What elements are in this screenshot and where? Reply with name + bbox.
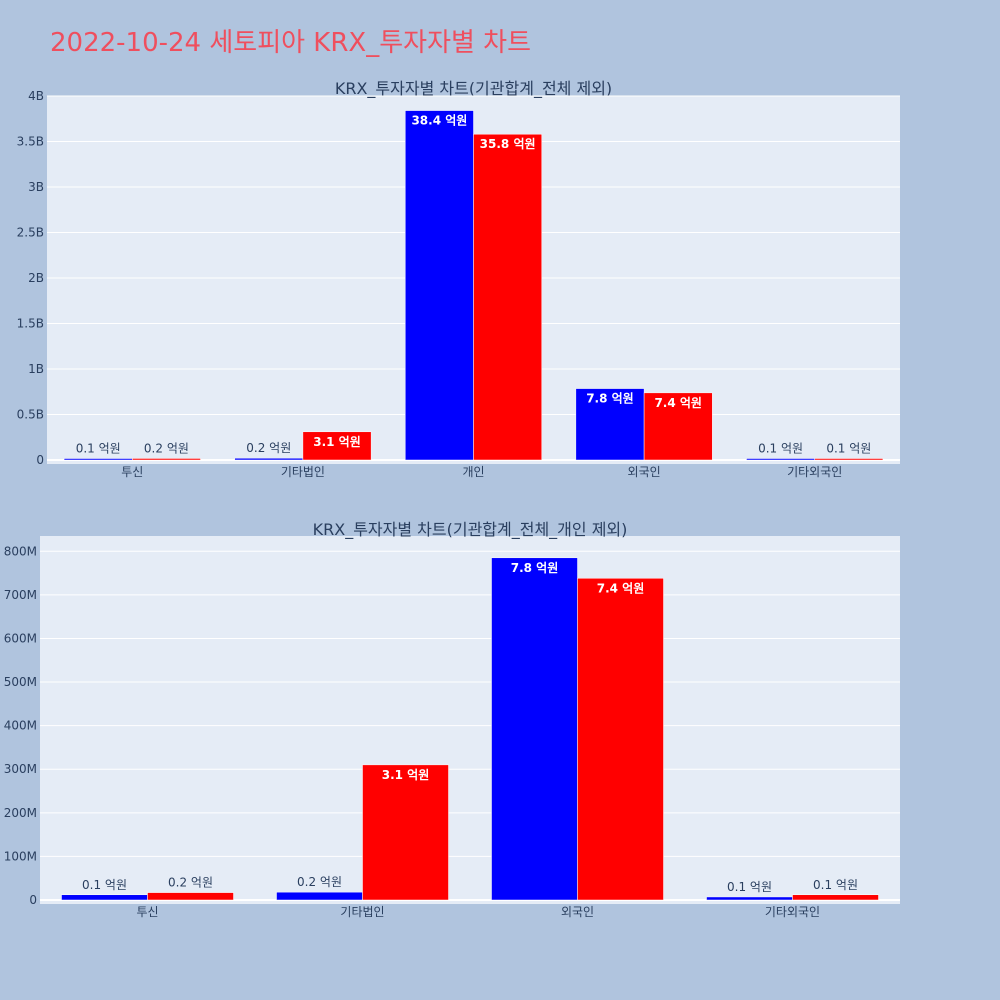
bar — [61, 894, 148, 901]
x-tick-label: 외국인 — [561, 905, 594, 919]
bar — [643, 392, 713, 461]
x-tick-label: 외국인 — [628, 465, 661, 479]
bar — [362, 764, 449, 901]
bar — [577, 578, 664, 901]
chart-2: KRX_투자자별 차트(기관합계_전체_개인 제외) 0 100M 200M 300M 4… — [4, 520, 900, 919]
page-title: 2022-10-24 세토피아 KRX_투자자별 차트 — [50, 28, 532, 58]
bar — [473, 133, 542, 461]
data-label: 7.4 억원 — [654, 396, 702, 410]
y-tick-label: 1B — [28, 362, 44, 376]
x-tick-label: 투신 — [121, 465, 143, 479]
data-label: 0.1 억원 — [727, 880, 772, 894]
y-tick-label: 3B — [28, 180, 44, 194]
bar — [132, 458, 201, 461]
y-tick-label: 400M — [4, 719, 37, 733]
data-label: 0.2 억원 — [168, 876, 213, 890]
y-tick-label: 600M — [4, 631, 37, 645]
bar — [491, 557, 578, 901]
data-label: 0.2 억원 — [246, 441, 291, 455]
data-label: 0.1 억원 — [758, 442, 803, 456]
y-tick-label: 100M — [4, 849, 37, 863]
y-tick-label: 0 — [29, 893, 37, 907]
chart-1: KRX_투자자별 차트(기관합계_전체 제외) 0 0.5B 1B 1.5B 2B 2.5B… — [17, 79, 900, 479]
y-tick-label: 500M — [4, 675, 37, 689]
x-tick-label: 투신 — [136, 905, 158, 919]
x-tick-label: 기타법인 — [340, 905, 384, 919]
x-tick-label: 기타법인 — [281, 465, 325, 479]
data-label: 0.2 억원 — [297, 875, 342, 889]
bar — [302, 431, 372, 461]
data-label: 7.8 억원 — [511, 561, 559, 575]
y-tick-label: 200M — [4, 806, 37, 820]
y-tick-label: 3.5B — [17, 135, 44, 149]
data-label: 0.2 억원 — [144, 441, 189, 455]
data-label: 0.1 억원 — [826, 442, 871, 456]
y-tick-label: 0.5B — [17, 408, 44, 422]
bar — [814, 458, 884, 461]
y-tick-label: 700M — [4, 588, 37, 602]
x-tick-label: 개인 — [462, 465, 484, 479]
bar — [276, 891, 363, 901]
y-tick-label: 800M — [4, 544, 37, 558]
data-label: 0.1 억원 — [813, 878, 858, 892]
bar — [405, 110, 474, 461]
bar — [147, 892, 234, 901]
chart-title: KRX_투자자별 차트(기관합계_전체 제외) — [335, 79, 612, 99]
y-tick-label: 1.5B — [17, 317, 44, 331]
bar — [234, 457, 304, 461]
bar — [746, 458, 815, 461]
y-tick-label: 2B — [28, 271, 44, 285]
data-label: 7.4 억원 — [597, 581, 645, 595]
y-tick-label: 0 — [36, 453, 44, 467]
data-label: 7.8 억원 — [586, 392, 634, 406]
data-label: 35.8 억원 — [480, 137, 536, 151]
x-tick-label: 기타외국인 — [787, 465, 842, 479]
bar — [792, 894, 879, 901]
bar — [706, 896, 793, 901]
y-tick-label: 300M — [4, 762, 37, 776]
bar — [63, 458, 133, 461]
data-label: 38.4 억원 — [411, 114, 467, 128]
data-label: 0.1 억원 — [76, 442, 121, 456]
data-label: 3.1 억원 — [313, 435, 361, 449]
chart-title: KRX_투자자별 차트(기관합계_전체_개인 제외) — [313, 520, 628, 540]
x-tick-label: 기타외국인 — [765, 905, 820, 919]
y-tick-label: 2.5B — [17, 226, 44, 240]
data-label: 3.1 억원 — [382, 768, 430, 782]
data-label: 0.1 억원 — [82, 878, 127, 892]
plot-area — [40, 536, 900, 904]
y-tick-label: 4B — [28, 89, 44, 103]
